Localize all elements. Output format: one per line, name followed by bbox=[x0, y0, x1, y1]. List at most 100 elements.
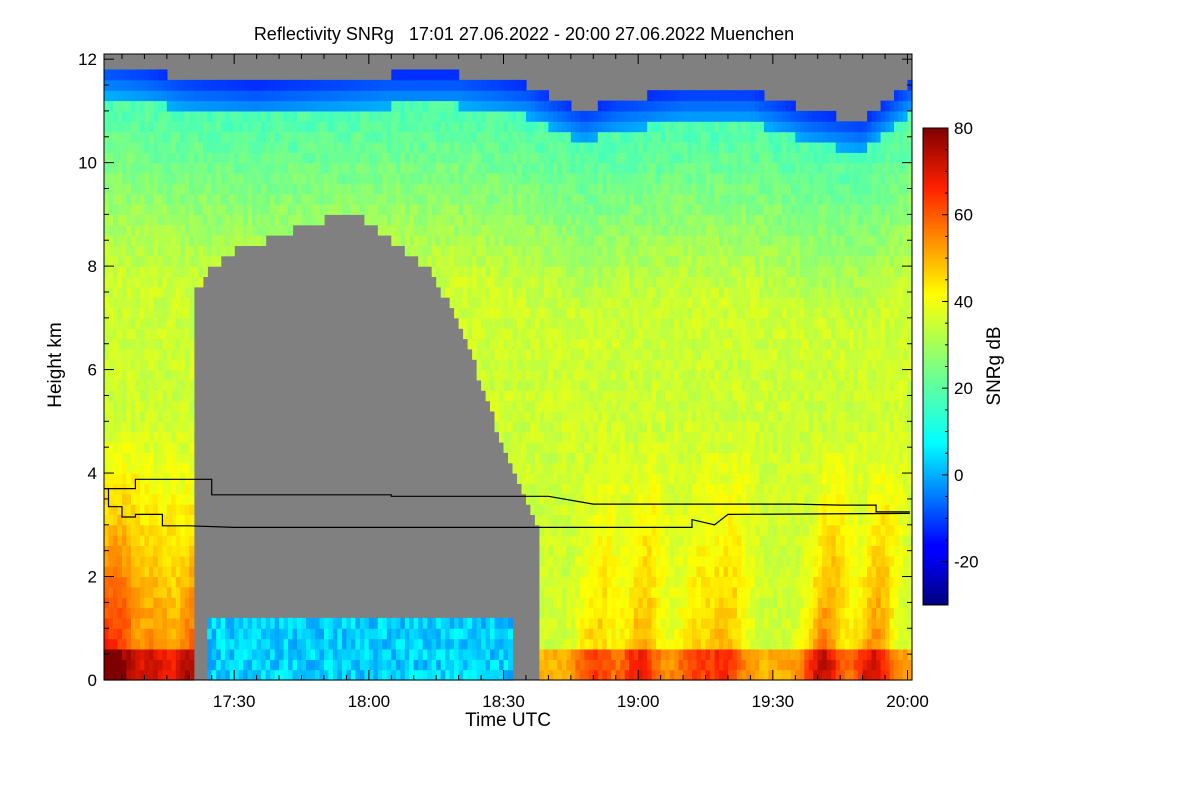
echo-cell bbox=[310, 659, 316, 671]
echo-cell bbox=[157, 514, 163, 526]
echo-cell bbox=[148, 379, 154, 391]
echo-cell bbox=[409, 121, 415, 133]
echo-cell bbox=[292, 152, 298, 164]
echo-cell bbox=[166, 545, 172, 557]
echo-cell bbox=[207, 204, 213, 215]
echo-cell bbox=[341, 152, 347, 164]
echo-cell bbox=[615, 266, 621, 277]
echo-cell bbox=[521, 307, 527, 319]
echo-cell bbox=[301, 193, 307, 205]
echo-cell bbox=[216, 193, 222, 205]
echo-cell bbox=[175, 369, 181, 381]
echo-cell bbox=[252, 204, 258, 215]
echo-cell bbox=[584, 317, 590, 329]
echo-cell bbox=[418, 204, 424, 215]
echo-cell bbox=[557, 307, 563, 319]
echo-cell bbox=[148, 79, 154, 91]
echo-cell bbox=[148, 411, 154, 422]
echo-cell bbox=[561, 235, 567, 246]
echo-cell bbox=[638, 204, 644, 215]
echo-cell bbox=[499, 224, 505, 236]
echo-cell bbox=[543, 607, 549, 619]
echo-cell bbox=[530, 100, 536, 112]
echo-cell bbox=[166, 224, 172, 236]
echo-cell bbox=[126, 535, 132, 546]
echo-cell bbox=[485, 369, 491, 381]
echo-cell bbox=[122, 659, 128, 671]
echo-cell bbox=[499, 90, 505, 102]
echo-cell bbox=[162, 566, 168, 578]
echo-cell bbox=[651, 245, 657, 257]
echo-cell bbox=[651, 224, 657, 236]
echo-cell bbox=[678, 276, 684, 288]
echo-cell bbox=[171, 597, 177, 609]
echo-cell bbox=[584, 245, 590, 257]
echo-cell bbox=[171, 297, 177, 309]
echo-cell bbox=[561, 607, 567, 619]
echo-cell bbox=[418, 90, 424, 102]
echo-cell bbox=[579, 266, 585, 277]
echo-cell bbox=[261, 162, 267, 174]
echo-cell bbox=[508, 431, 514, 443]
echo-cell bbox=[481, 131, 487, 143]
echo-cell bbox=[391, 224, 397, 236]
echo-cell bbox=[620, 493, 626, 505]
echo-cell bbox=[368, 110, 374, 122]
echo-cell bbox=[633, 193, 639, 205]
echo-cell bbox=[458, 638, 464, 650]
echo-cell bbox=[494, 162, 500, 174]
echo-cell bbox=[395, 110, 401, 122]
echo-cell bbox=[175, 628, 181, 640]
echo-cell bbox=[153, 317, 159, 329]
echo-cell bbox=[162, 266, 168, 277]
echo-cell bbox=[166, 255, 172, 267]
echo-cell bbox=[180, 524, 186, 536]
echo-cell bbox=[642, 235, 648, 246]
echo-cell bbox=[512, 359, 518, 371]
echo-cell bbox=[171, 452, 177, 464]
echo-cell bbox=[526, 379, 532, 391]
echo-cell bbox=[148, 286, 154, 298]
echo-cell bbox=[157, 473, 163, 484]
echo-cell bbox=[220, 100, 226, 112]
echo-cell bbox=[683, 328, 689, 340]
echo-cell bbox=[539, 524, 545, 536]
echo-cell bbox=[481, 183, 487, 195]
echo-cell bbox=[122, 348, 128, 360]
echo-cell bbox=[198, 152, 204, 164]
echo-cell bbox=[377, 110, 383, 122]
echo-cell bbox=[229, 183, 235, 195]
echo-cell bbox=[597, 276, 603, 288]
echo-cell bbox=[620, 504, 626, 515]
echo-cell bbox=[606, 628, 612, 640]
echo-cell bbox=[175, 338, 181, 350]
echo-cell bbox=[229, 669, 235, 681]
echo-cell bbox=[611, 297, 617, 309]
echo-cell bbox=[427, 193, 433, 205]
echo-cell bbox=[629, 524, 635, 536]
echo-cell bbox=[166, 514, 172, 526]
echo-cell bbox=[593, 566, 599, 578]
echo-cell bbox=[337, 100, 343, 112]
echo-cell bbox=[521, 266, 527, 277]
echo-cell bbox=[570, 669, 576, 681]
echo-cell bbox=[157, 462, 163, 474]
echo-cell bbox=[458, 152, 464, 164]
echo-cell bbox=[476, 649, 482, 660]
echo-cell bbox=[315, 162, 321, 174]
echo-cell bbox=[494, 617, 500, 629]
echo-cell bbox=[117, 628, 123, 640]
echo-cell bbox=[184, 659, 190, 671]
echo-cell bbox=[310, 638, 316, 650]
echo-cell bbox=[517, 204, 523, 215]
echo-cell bbox=[552, 535, 558, 546]
echo-cell bbox=[270, 152, 276, 164]
echo-cell bbox=[620, 442, 626, 453]
echo-cell bbox=[463, 266, 469, 277]
echo-cell bbox=[665, 276, 671, 288]
echo-cell bbox=[377, 79, 383, 91]
echo-cell bbox=[337, 162, 343, 174]
echo-cell bbox=[674, 328, 680, 340]
echo-cell bbox=[256, 649, 262, 660]
echo-cell bbox=[229, 245, 235, 257]
